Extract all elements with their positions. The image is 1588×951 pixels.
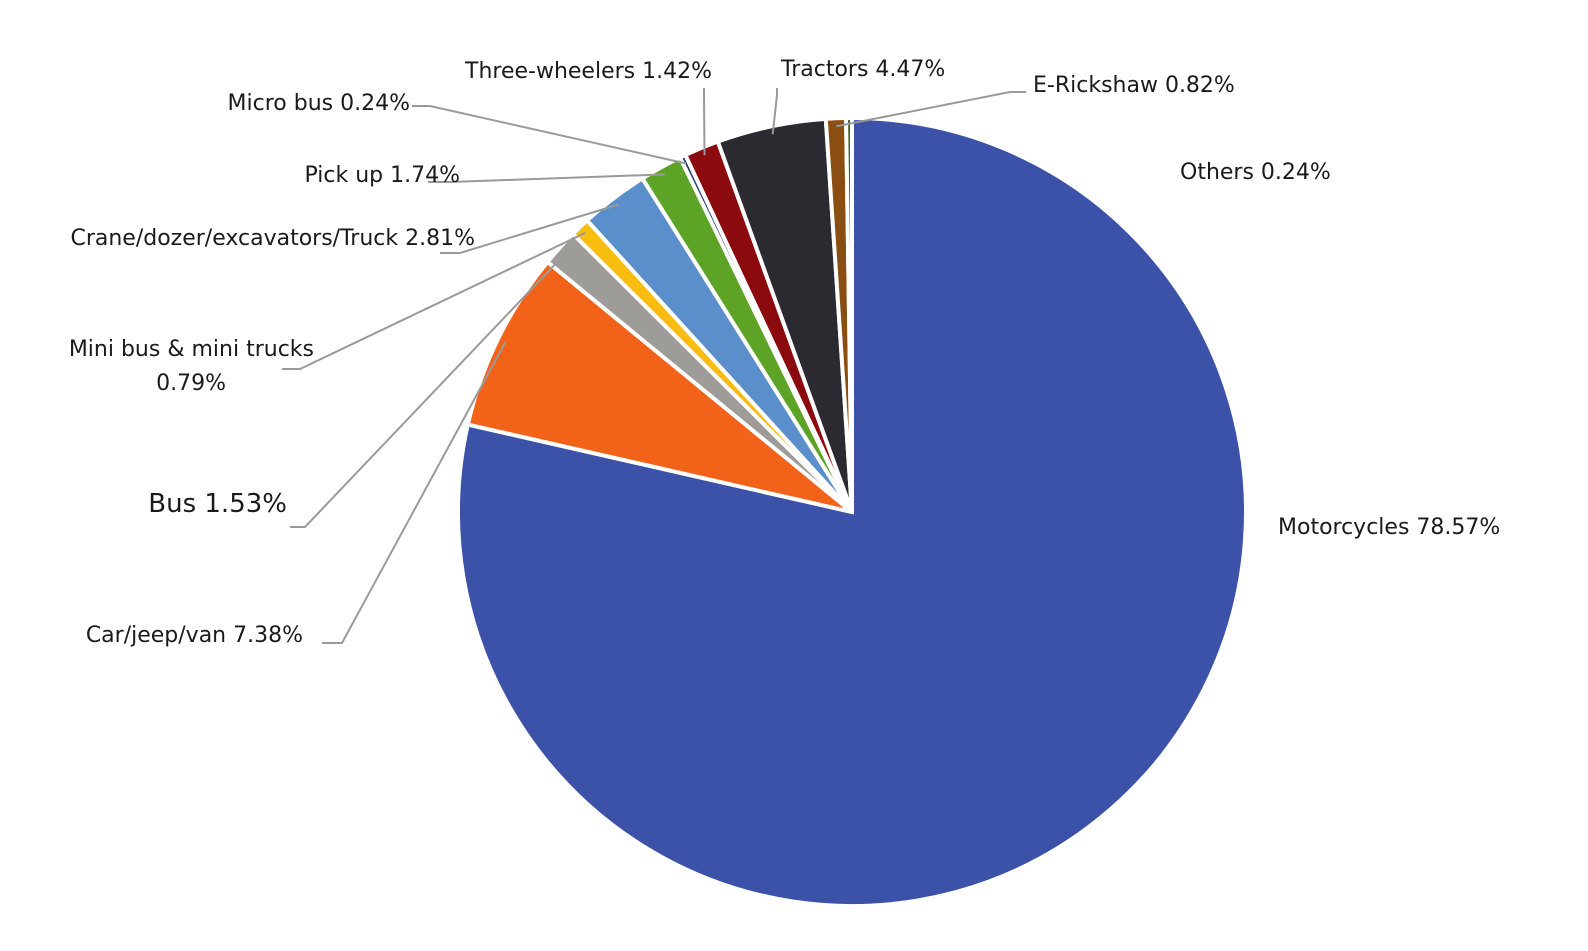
leader-line-9 [836, 91, 1026, 128]
leader-lines [282, 88, 1026, 644]
pie-slice-10 [844, 115, 854, 513]
label-three-wheelers: Three-wheelers 1.42% [464, 59, 712, 84]
label-motorcycles: Motorcycles 78.57% [1278, 515, 1500, 540]
label-tractors: Tractors 4.47% [780, 57, 945, 82]
label-crane-truck: Crane/dozer/excavators/Truck 2.81% [70, 226, 475, 251]
leader-line-1 [322, 341, 507, 644]
label-pick-up: Pick up 1.74% [304, 163, 460, 188]
label-mini-bus-line2: 0.79% [156, 371, 226, 396]
label-car-jeep-van: Car/jeep/van 7.38% [86, 623, 303, 648]
label-mini-bus-line1: Mini bus & mini trucks [69, 337, 314, 362]
label-bus: Bus 1.53% [148, 489, 287, 519]
pie-slice-1 [465, 259, 854, 514]
label-others: Others 0.24% [1180, 160, 1331, 185]
leader-line-4 [440, 203, 619, 254]
leader-line-8 [771, 88, 778, 135]
label-micro-bus: Micro bus 0.24% [228, 91, 410, 116]
leader-line-2 [290, 252, 567, 528]
label-e-rickshaw: E-Rickshaw 0.82% [1033, 73, 1235, 98]
pie-slices [456, 115, 1248, 908]
slice-labels: Motorcycles 78.57% Car/jeep/van 7.38% Bu… [69, 57, 1500, 648]
leader-line-3 [282, 231, 586, 370]
leader-line-7 [703, 88, 706, 156]
leader-line-6 [412, 105, 687, 165]
leader-line-5 [428, 173, 665, 183]
